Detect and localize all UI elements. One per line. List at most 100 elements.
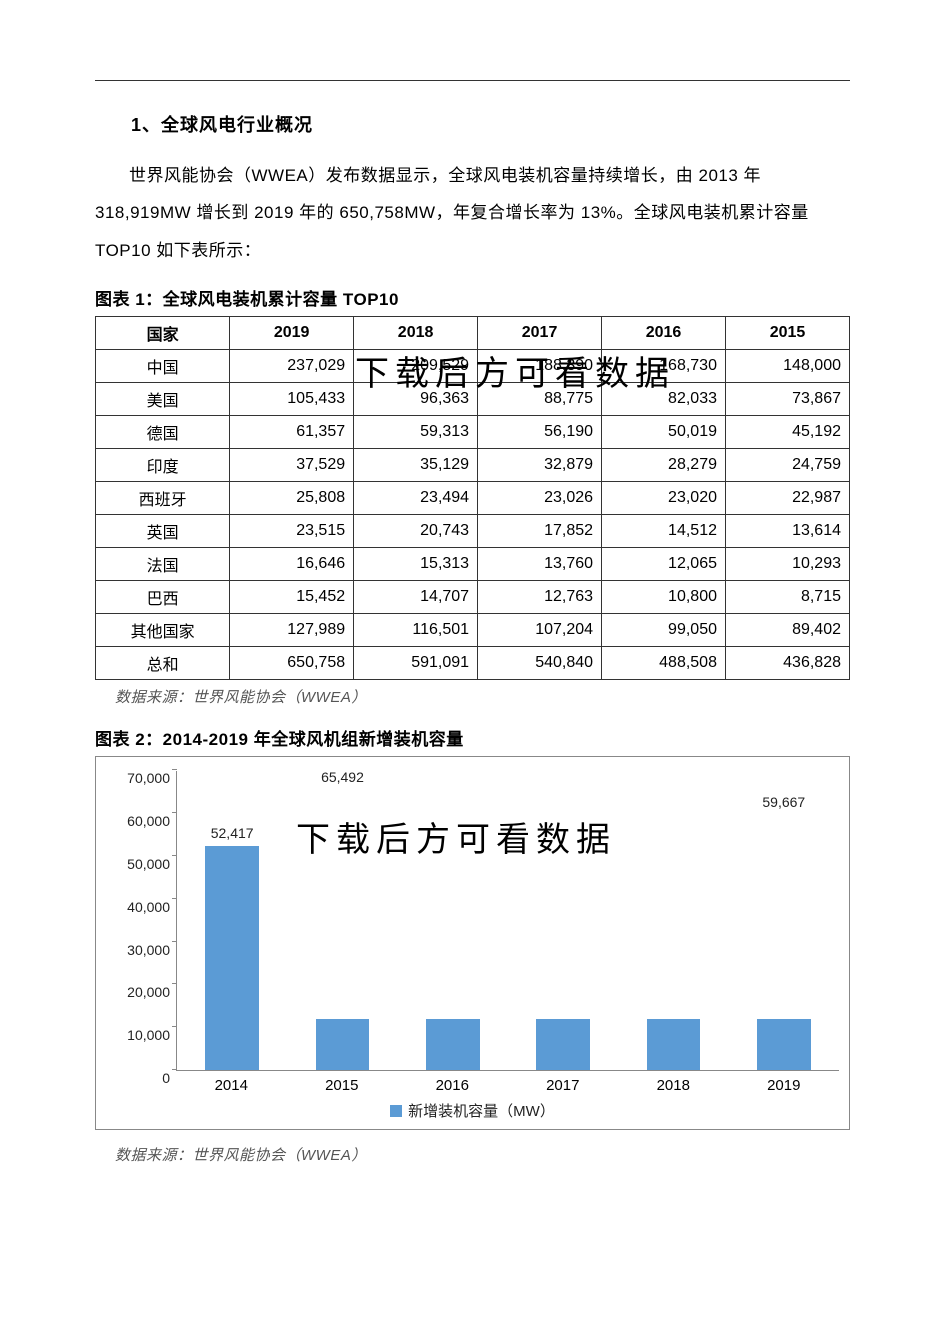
value-cell: 127,989 [230, 614, 354, 647]
table-1-wrap: 国家20192018201720162015中国237,029209,52918… [95, 316, 850, 680]
value-cell: 148,000 [725, 350, 849, 383]
table-header-cell: 2017 [478, 317, 602, 350]
table-header-cell: 2016 [602, 317, 726, 350]
x-tick-label: 2017 [516, 1077, 609, 1094]
legend-swatch [390, 1105, 402, 1117]
x-tick-label: 2015 [295, 1077, 388, 1094]
chart-legend: 新增装机容量（MW） [106, 1100, 839, 1121]
country-cell: 德国 [96, 416, 230, 449]
value-cell: 17,852 [478, 515, 602, 548]
bar-column: 53,233 [517, 771, 610, 1070]
country-cell: 法国 [96, 548, 230, 581]
country-cell: 英国 [96, 515, 230, 548]
x-tick-label: 2014 [185, 1077, 278, 1094]
chart-plot-area: 52,417 65,492 51,56853,23350,252 59,667 [176, 771, 839, 1071]
value-cell: 14,512 [602, 515, 726, 548]
chart-bars: 52,417 65,492 51,56853,23350,252 59,667 [177, 771, 839, 1070]
figure-1-title: 图表 1：全球风电装机累计容量 TOP10 [95, 285, 850, 310]
value-cell: 61,357 [230, 416, 354, 449]
bar-column: 50,252 [627, 771, 720, 1070]
value-cell: 56,190 [478, 416, 602, 449]
country-cell: 总和 [96, 647, 230, 680]
table-row: 美国105,43396,36388,77582,03373,867 [96, 383, 850, 416]
table-row: 法国16,64615,31313,76012,06510,293 [96, 548, 850, 581]
table-row: 其他国家127,989116,501107,20499,05089,402 [96, 614, 850, 647]
bar-rect [647, 1019, 701, 1070]
value-cell: 12,763 [478, 581, 602, 614]
value-cell: 88,775 [478, 383, 602, 416]
bar-rect [536, 1019, 590, 1070]
value-cell: 89,402 [725, 614, 849, 647]
value-cell: 8,715 [725, 581, 849, 614]
value-cell: 73,867 [725, 383, 849, 416]
table-header-cell: 2015 [725, 317, 849, 350]
country-cell: 西班牙 [96, 482, 230, 515]
bar-value-label: 59,667 [762, 794, 805, 810]
value-cell: 16,646 [230, 548, 354, 581]
bar-rect [205, 846, 259, 1070]
bar-rect [757, 1019, 811, 1070]
bar-rect [426, 1019, 480, 1070]
table-row: 中国237,029209,529188,390168,730148,000 [96, 350, 850, 383]
country-cell: 中国 [96, 350, 230, 383]
chart-source: 数据来源：世界风能协会（WWEA） [115, 1144, 850, 1165]
value-cell: 591,091 [354, 647, 478, 680]
value-cell: 96,363 [354, 383, 478, 416]
value-cell: 15,452 [230, 581, 354, 614]
table-row: 德国61,35759,31356,19050,01945,192 [96, 416, 850, 449]
top-rule [95, 80, 850, 81]
value-cell: 20,743 [354, 515, 478, 548]
value-cell: 209,529 [354, 350, 478, 383]
table-header-cell: 2019 [230, 317, 354, 350]
value-cell: 23,515 [230, 515, 354, 548]
bar-chart: 010,00020,00030,00040,00050,00060,00070,… [95, 756, 850, 1130]
table-1: 国家20192018201720162015中国237,029209,52918… [95, 316, 850, 680]
value-cell: 37,529 [230, 449, 354, 482]
value-cell: 22,987 [725, 482, 849, 515]
value-cell: 23,026 [478, 482, 602, 515]
chart-x-labels: 201420152016201720182019 [176, 1077, 839, 1094]
table-row: 总和650,758591,091540,840488,508436,828 [96, 647, 850, 680]
value-cell: 14,707 [354, 581, 478, 614]
value-cell: 116,501 [354, 614, 478, 647]
legend-label: 新增装机容量（MW） [408, 1103, 555, 1120]
value-cell: 540,840 [478, 647, 602, 680]
x-tick-label: 2018 [627, 1077, 720, 1094]
bar-value-label: 52,417 [211, 825, 254, 841]
value-cell: 50,019 [602, 416, 726, 449]
table-row: 西班牙25,80823,49423,02623,02022,987 [96, 482, 850, 515]
value-cell: 436,828 [725, 647, 849, 680]
value-cell: 13,614 [725, 515, 849, 548]
bar-column: 52,417 [186, 771, 279, 1070]
value-cell: 488,508 [602, 647, 726, 680]
intro-paragraph: 世界风能协会（WWEA）发布数据显示，全球风电装机容量持续增长，由 2013 年… [95, 157, 850, 269]
bar-rect [316, 1019, 370, 1070]
country-cell: 巴西 [96, 581, 230, 614]
table-row: 英国23,51520,74317,85214,51213,614 [96, 515, 850, 548]
value-cell: 99,050 [602, 614, 726, 647]
value-cell: 10,800 [602, 581, 726, 614]
value-cell: 237,029 [230, 350, 354, 383]
value-cell: 105,433 [230, 383, 354, 416]
value-cell: 25,808 [230, 482, 354, 515]
value-cell: 188,390 [478, 350, 602, 383]
bar-column: 65,492 [296, 771, 389, 1070]
value-cell: 28,279 [602, 449, 726, 482]
value-cell: 12,065 [602, 548, 726, 581]
value-cell: 168,730 [602, 350, 726, 383]
value-cell: 107,204 [478, 614, 602, 647]
value-cell: 82,033 [602, 383, 726, 416]
value-cell: 10,293 [725, 548, 849, 581]
table-header-cell: 2018 [354, 317, 478, 350]
value-cell: 24,759 [725, 449, 849, 482]
country-cell: 印度 [96, 449, 230, 482]
section-heading: 1、全球风电行业概况 [95, 111, 850, 137]
figure-2-title: 图表 2：2014-2019 年全球风机组新增装机容量 [95, 725, 850, 750]
table-row: 印度37,52935,12932,87928,27924,759 [96, 449, 850, 482]
table-1-source: 数据来源：世界风能协会（WWEA） [115, 686, 850, 707]
chart-y-axis: 010,00020,00030,00040,00050,00060,00070,… [106, 771, 170, 1071]
bar-value-label: 65,492 [321, 769, 364, 785]
bar-column: 51,568 [406, 771, 499, 1070]
country-cell: 美国 [96, 383, 230, 416]
bar-column: 59,667 [737, 771, 830, 1070]
